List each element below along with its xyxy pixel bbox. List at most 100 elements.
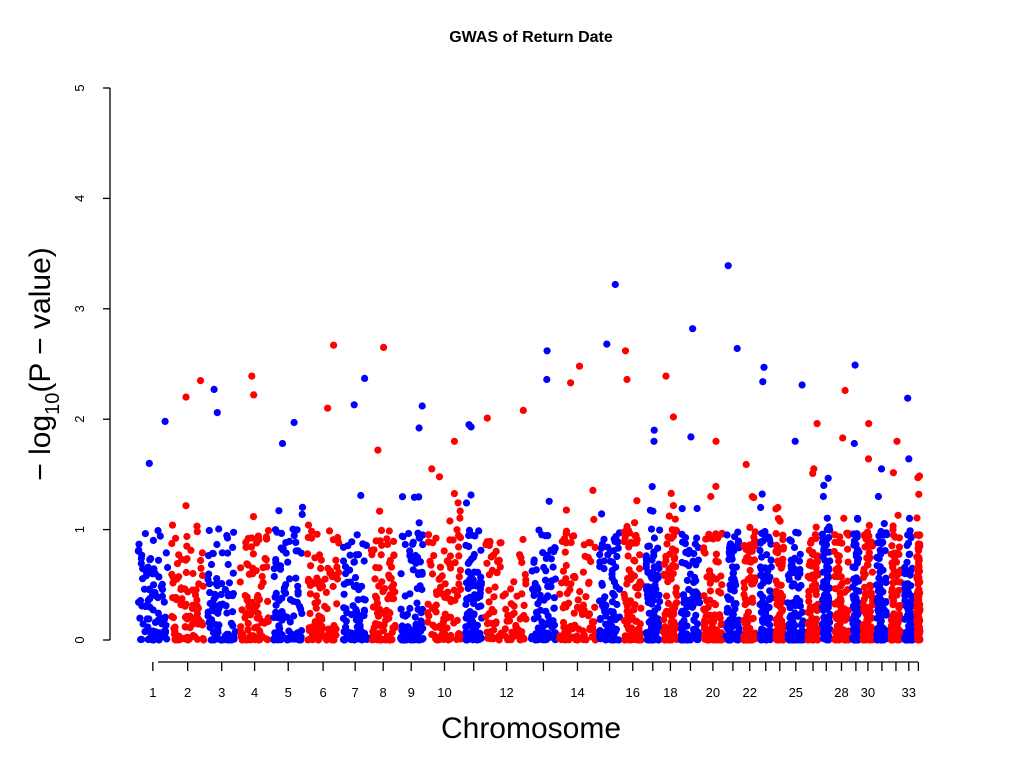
snp-point [663, 607, 671, 615]
snp-point [352, 551, 360, 559]
snp-point [485, 610, 493, 618]
snp-point [477, 546, 485, 554]
snp-point [894, 625, 902, 633]
y-tick-label: 0 [72, 636, 87, 643]
snp-point [397, 633, 405, 641]
snp-point [766, 594, 774, 602]
top-hit-point [733, 344, 741, 353]
snp-point [889, 601, 897, 609]
snp-point [161, 627, 169, 635]
snp-point [726, 581, 734, 589]
snp-point [682, 598, 691, 606]
snp-point [148, 568, 156, 577]
snp-point [812, 523, 820, 531]
snp-point [831, 585, 840, 593]
snp-point [896, 602, 904, 610]
snp-point [154, 527, 162, 535]
y-axis-label-subscript: 10 [42, 393, 64, 415]
snp-point [670, 610, 678, 618]
snp-point [654, 615, 662, 623]
snp-point [590, 515, 598, 524]
snp-point [223, 532, 231, 540]
x-tick-label: 18 [663, 685, 677, 700]
snp-point [317, 556, 325, 564]
snp-point [401, 592, 409, 600]
snp-point [567, 580, 575, 588]
snp-point [791, 609, 799, 617]
snp-point [213, 575, 221, 583]
snp-point [874, 606, 882, 614]
snp-point [368, 636, 376, 644]
snp-point [290, 532, 298, 540]
snp-point [321, 602, 329, 611]
snp-point [333, 563, 341, 571]
snp-point [487, 553, 495, 561]
snp-point [894, 511, 902, 519]
snp-point [455, 573, 463, 581]
snp-point [519, 535, 527, 544]
snp-point [259, 564, 267, 572]
snp-point [507, 600, 515, 608]
snp-point [655, 591, 663, 599]
snp-point [274, 635, 282, 643]
x-tick-label: 3 [218, 685, 225, 700]
snp-point [665, 512, 673, 520]
top-hit-point [689, 325, 697, 333]
snp-point [380, 621, 388, 629]
top-hit-point [161, 417, 169, 425]
snp-point [516, 551, 524, 559]
snp-point [512, 623, 520, 631]
top-hit-point [415, 424, 423, 432]
snp-point [416, 627, 425, 636]
snp-point [333, 575, 342, 583]
snp-point [178, 585, 186, 593]
snp-point [812, 631, 820, 640]
snp-point [446, 595, 454, 604]
snp-point [522, 580, 530, 588]
snp-point [485, 598, 493, 606]
snp-point [853, 559, 862, 567]
snp-point [238, 606, 246, 614]
snp-point [889, 620, 897, 628]
snp-point [838, 614, 846, 622]
snp-point [212, 580, 220, 588]
snp-point [808, 550, 816, 558]
snp-point [162, 549, 170, 557]
snp-point [407, 636, 415, 644]
snp-point [895, 610, 904, 619]
snp-point [490, 626, 498, 634]
snp-point [850, 613, 858, 621]
snp-point [821, 556, 829, 564]
snp-point [695, 631, 704, 639]
snp-point [559, 567, 568, 575]
snp-point [777, 625, 786, 633]
snp-point [714, 558, 722, 566]
snp-point [249, 634, 257, 642]
snp-point [326, 634, 335, 642]
snp-point [453, 592, 462, 600]
snp-point [772, 589, 780, 597]
snp-point [440, 547, 448, 555]
snp-point [692, 596, 701, 605]
snp-point [596, 633, 604, 641]
snp-point [875, 574, 883, 582]
top-hit-point [182, 393, 190, 401]
snp-point [905, 604, 913, 613]
snp-point [759, 605, 767, 614]
snp-point [643, 590, 652, 599]
snp-point [562, 506, 571, 514]
snp-point [373, 594, 381, 602]
snp-point [416, 582, 424, 590]
snp-point [656, 526, 664, 534]
snp-point [539, 636, 547, 644]
snp-point [387, 563, 396, 571]
y-tick-group: 0 1 2 3 4 5 [72, 84, 110, 644]
top-hit-point [290, 418, 298, 427]
snp-point [144, 596, 152, 605]
x-tick-label: 20 [706, 685, 720, 700]
snp-point [636, 565, 644, 573]
snp-point [152, 628, 160, 636]
snp-point [332, 556, 340, 564]
snp-point [610, 591, 619, 600]
snp-point [852, 586, 861, 595]
